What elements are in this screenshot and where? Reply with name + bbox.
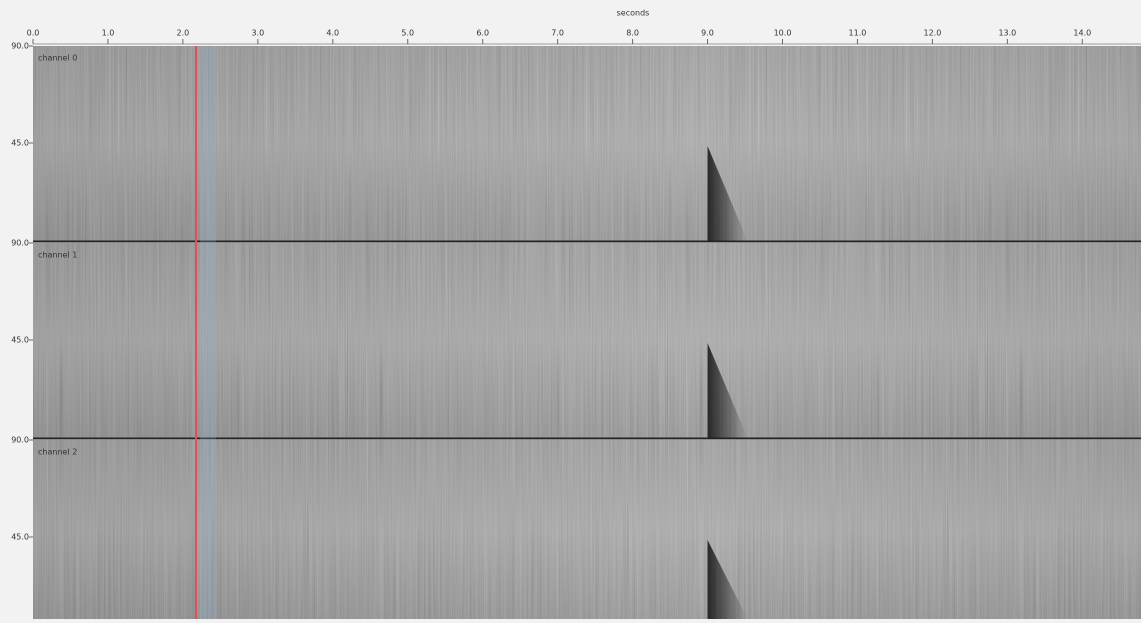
time-tick-label: 5.0: [401, 29, 414, 38]
y-tick-label: 45.0: [11, 533, 29, 542]
time-tick-label: 3.0: [251, 29, 264, 38]
y-tick-label: 90.0: [11, 436, 29, 445]
channel-label: channel 1: [38, 251, 77, 260]
channel-label: channel 2: [38, 448, 77, 457]
time-tick-label: 12.0: [923, 29, 941, 38]
spectrogram-view: seconds channel 0 90.0 45.0 channel 1 90.0 45…: [0, 0, 1141, 619]
time-tick-label: 9.0: [701, 29, 714, 38]
time-tick-label: 10.0: [774, 29, 792, 38]
time-tick-label: 2.0: [177, 29, 190, 38]
time-tick-label: 6.0: [476, 29, 489, 38]
selection-band: [200, 46, 216, 619]
channel-panel: channel 1 90.0 45.0: [11, 239, 1141, 439]
channel-panel: channel 2 90.0 45.0: [11, 436, 1141, 620]
time-axis-bar: [0, 0, 1141, 44]
time-tick-label: 1.0: [102, 29, 115, 38]
time-tick-label: 14.0: [1073, 29, 1091, 38]
spectrogram-shade: [33, 46, 1141, 241]
time-tick-label: 13.0: [998, 29, 1016, 38]
y-tick-label: 45.0: [11, 336, 29, 345]
axis-title: seconds: [617, 9, 650, 18]
spectrogram-shade: [33, 243, 1141, 438]
spectrogram-shade: [33, 440, 1141, 619]
channel-panel: channel 0 90.0 45.0: [11, 42, 1141, 242]
time-tick-label: 8.0: [626, 29, 639, 38]
y-tick-label: 90.0: [11, 42, 29, 51]
time-tick-label: 7.0: [551, 29, 564, 38]
time-tick-label: 4.0: [326, 29, 339, 38]
y-tick-label: 45.0: [11, 139, 29, 148]
channel-label: channel 0: [38, 54, 77, 63]
y-tick-label: 90.0: [11, 239, 29, 248]
time-tick-label: 11.0: [849, 29, 867, 38]
time-tick-label: 0.0: [27, 29, 40, 38]
